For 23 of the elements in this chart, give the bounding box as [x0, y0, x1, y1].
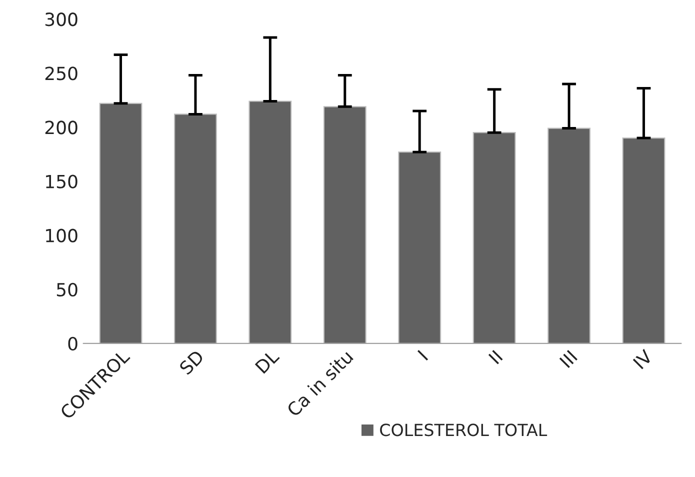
y-tick-label: 200 — [45, 120, 78, 134]
x-tick-label: IV — [632, 348, 654, 370]
y-tick-label: 150 — [46, 174, 78, 188]
x-tick-label: Ca in situ — [286, 349, 354, 418]
bar — [548, 128, 591, 344]
bar — [622, 137, 666, 344]
x-tick-label: I — [417, 350, 428, 361]
y-tick-label: 50 — [56, 282, 78, 296]
bar — [323, 106, 366, 344]
bar — [248, 100, 292, 344]
x-tick-label: II — [488, 350, 503, 364]
x-tick-label: III — [559, 350, 578, 368]
bar — [99, 102, 142, 344]
bar — [398, 152, 442, 344]
x-tick-label: DL — [254, 348, 280, 374]
y-tick-label: 0 — [68, 336, 78, 351]
y-tick-label: 250 — [45, 66, 78, 80]
bar — [472, 132, 516, 344]
x-tick-label: SD — [178, 349, 205, 376]
y-tick-label: 300 — [45, 12, 78, 26]
y-tick-label: 100 — [46, 228, 78, 242]
legend-label: COLESTEROL TOTAL — [380, 424, 548, 436]
bar — [174, 114, 217, 344]
